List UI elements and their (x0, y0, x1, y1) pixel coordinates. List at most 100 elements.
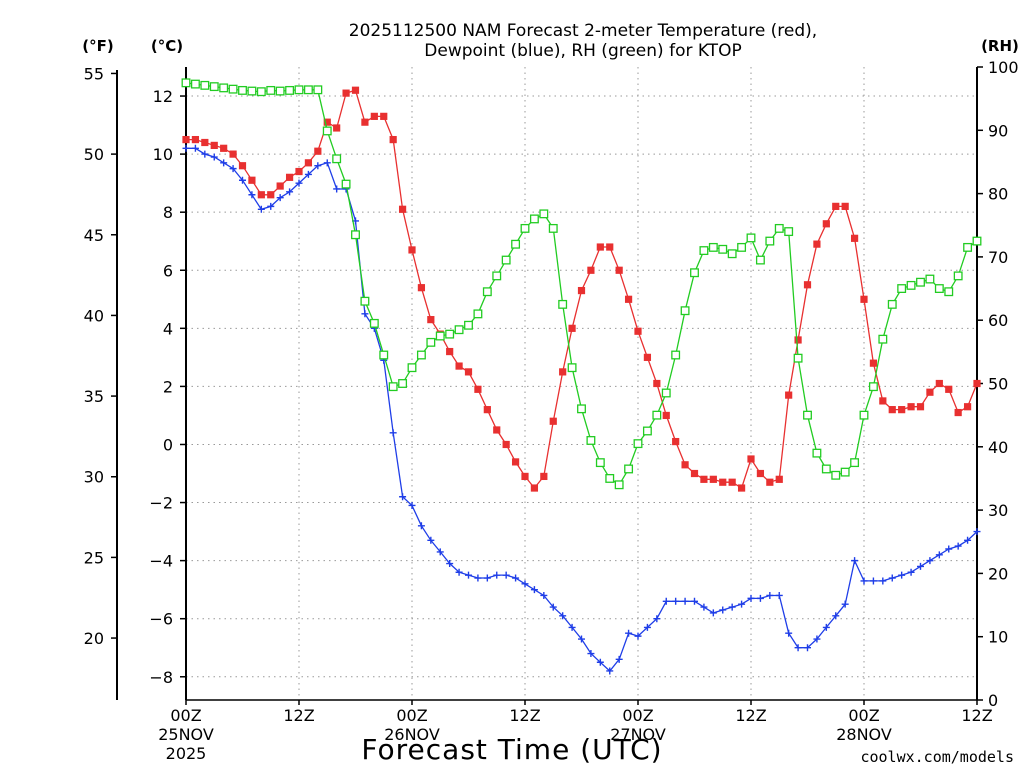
rh-point (934, 284, 944, 293)
rh-point (821, 464, 831, 474)
rh-point (190, 79, 200, 89)
rh-point (209, 82, 219, 92)
rh-point (840, 467, 850, 477)
2-meter-temperature-point (860, 295, 868, 303)
celsius-tick-label: 0 (163, 435, 173, 454)
2-meter-temperature-point (662, 411, 670, 420)
2-meter-temperature-point (502, 440, 510, 449)
dewpoint-point (483, 574, 491, 582)
2-meter-temperature-point (568, 324, 576, 332)
2-meter-temperature-point (201, 138, 209, 147)
dewpoint-point (587, 650, 595, 658)
dewpoint-point (954, 542, 962, 550)
rh-point (718, 244, 728, 254)
2-meter-temperature-point (285, 173, 294, 181)
rh-point (605, 473, 615, 483)
rh-point (558, 299, 568, 309)
rh-point (746, 233, 756, 243)
2-meter-temperature-point (756, 469, 765, 478)
2-meter-temperature-point (304, 159, 313, 167)
x-tick-label: 00Z (622, 706, 653, 725)
2-meter-temperature-point (624, 295, 633, 303)
rh-point (473, 309, 483, 319)
celsius-tick-label: −2 (149, 494, 173, 513)
dewpoint-point (643, 623, 651, 631)
rh-point (256, 87, 266, 97)
dewpoint-point (408, 501, 416, 509)
dewpoint-point (964, 536, 972, 544)
2-meter-temperature-point (511, 458, 520, 466)
celsius-tick-label: 10 (153, 145, 173, 164)
x-tick-label: 00Z (848, 706, 879, 725)
dewpoint-point (502, 571, 510, 579)
x-tick-date: 27NOV (610, 725, 666, 744)
dewpoint-point (973, 528, 981, 536)
2-meter-temperature-point (351, 86, 360, 94)
x-axis-title: Forecast Time (UTC) (361, 733, 662, 766)
rh-point (897, 284, 907, 293)
2-meter-temperature-point (493, 426, 501, 434)
series-layer (181, 78, 982, 675)
rh-point (793, 353, 803, 363)
2-meter-temperature-point (954, 408, 962, 417)
rh-point (652, 410, 662, 420)
dewpoint-point (229, 165, 237, 173)
rh-point (520, 223, 530, 233)
x-tick-label: 12Z (735, 706, 766, 725)
dewpoint-point (210, 153, 218, 161)
dewpoint-point (549, 603, 557, 611)
2-meter-temperature-point (361, 118, 369, 126)
dewpoint-point (512, 574, 520, 582)
rh-point (859, 410, 869, 420)
x-tick-label: 00Z (396, 706, 427, 725)
rh-point (454, 325, 464, 335)
dewpoint-point (361, 310, 369, 318)
fahrenheit-tick-label: 40 (84, 306, 104, 325)
2-meter-temperature-point (813, 240, 821, 248)
fahrenheit-tick-label: 35 (84, 387, 104, 406)
2-meter-temperature-point (370, 112, 378, 120)
rh-point (482, 287, 492, 297)
rh-point (567, 363, 577, 373)
rh-point (963, 242, 973, 252)
rh-point (765, 236, 775, 246)
2-meter-temperature-point (408, 246, 416, 254)
dewpoint-point (540, 591, 548, 599)
rh-point (586, 436, 596, 445)
rh-point (774, 223, 784, 233)
rh-point (850, 458, 860, 468)
dewpoint-point (719, 606, 727, 614)
rh-point (529, 214, 539, 224)
2-meter-temperature-point (380, 112, 388, 120)
rh-point (803, 410, 812, 420)
dewpoint-point (295, 179, 303, 187)
2-meter-temperature-point (455, 362, 463, 370)
dewpoint-point (935, 551, 943, 559)
rh-point (379, 350, 389, 360)
dewpoint-point (530, 586, 538, 594)
celsius-tick-label: 4 (163, 319, 173, 338)
dewpoint-point (926, 557, 934, 565)
celsius-tick-label: 6 (163, 261, 173, 280)
chart-subtitle: Dewpoint (blue), RH (green) for KTOP (424, 41, 741, 61)
2-meter-temperature-point (276, 182, 284, 190)
2-meter-temperature-point (728, 478, 736, 486)
dewpoint-point (851, 557, 859, 565)
rh-tick-label: 70 (988, 248, 1008, 267)
dewpoint-point (804, 644, 811, 652)
rh-point (548, 223, 558, 233)
dewpoint-point (794, 644, 802, 652)
credit-label: coolwx.com/models (860, 748, 1014, 766)
fahrenheit-tick-label: 50 (84, 145, 104, 164)
2-meter-temperature-point (229, 150, 237, 158)
dewpoint-point (917, 562, 924, 570)
rh-point (435, 331, 445, 341)
2-meter-temperature-point (220, 144, 228, 152)
rh-point (868, 382, 878, 392)
2-meter-temperature-point (785, 391, 793, 399)
2-meter-temperature-point (963, 403, 972, 411)
rh-point (831, 470, 841, 480)
rh-point (642, 426, 652, 436)
